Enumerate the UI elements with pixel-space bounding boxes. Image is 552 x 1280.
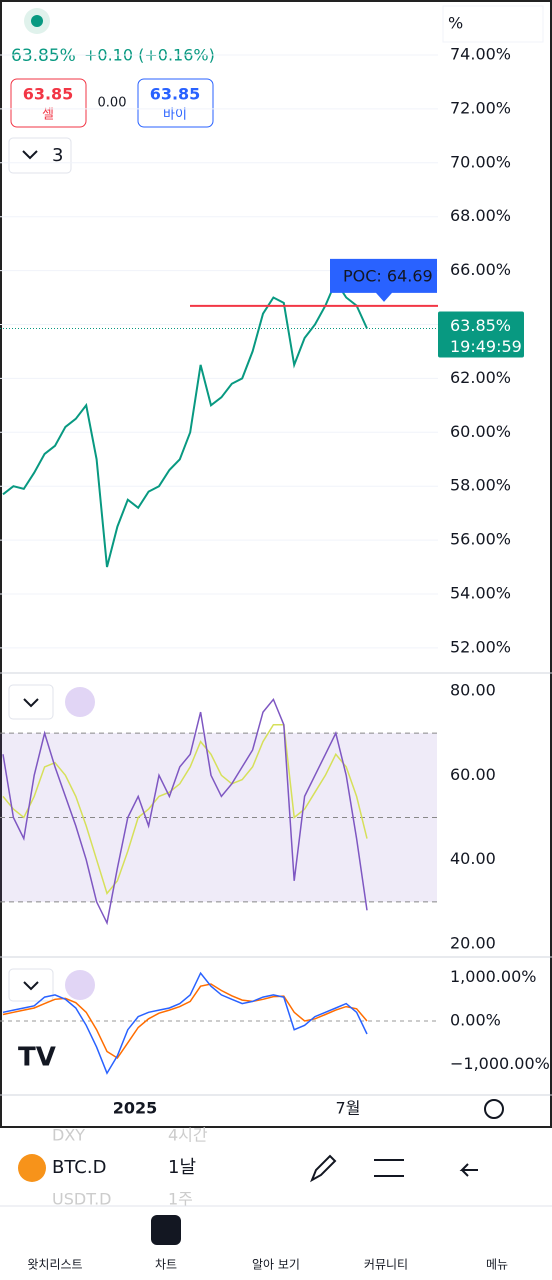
header-price: 63.85% [11,46,76,66]
nav-label[interactable]: 알아 보기 [252,1258,300,1272]
indicator-count: 3 [52,145,63,166]
y-tick-label: 58.00% [450,476,511,495]
indicator-toggle[interactable] [8,137,72,174]
y-tick-label: 70.00% [450,152,511,171]
y-tick-label: 74.00% [450,45,511,64]
sell-price: 63.85 [23,85,74,104]
macd-toggle[interactable] [8,968,54,1002]
price-line [2,279,368,568]
scale-button[interactable] [442,5,544,43]
macd-tick-label: 0.00% [450,1011,501,1030]
nav-label[interactable]: 왓치리스트 [27,1258,82,1272]
nav-label[interactable]: 커뮤니티 [364,1258,408,1272]
settings-sliders[interactable] [374,1159,404,1177]
logo: TV [18,1043,56,1073]
y-tick-label: 54.00% [450,584,511,603]
buy-button[interactable] [137,78,214,128]
next-symbol: USDT.D [52,1190,111,1209]
prev-interval: 4시간 [168,1126,208,1145]
rsi-tick-label: 80.00 [450,681,496,700]
current-price-box [438,311,524,358]
spread: 0.00 [98,96,127,111]
y-tick-label: 68.00% [450,206,511,225]
next-interval: 1주 [168,1190,193,1209]
nav-label[interactable]: 메뉴 [486,1258,508,1272]
y-tick-label: 60.00% [450,422,511,441]
chevron [22,150,38,160]
sell-label: 셀 [42,108,54,123]
macd-tick-label: 1,000.00% [450,967,536,986]
rsi-signal [2,723,368,895]
y-tick-label: 52.00% [450,637,511,656]
rsi-toggle[interactable] [8,684,54,720]
sell-button[interactable] [10,78,87,128]
status-dot [31,15,43,27]
settings-icon[interactable] [484,1099,504,1119]
chart-icon[interactable] [151,1215,181,1245]
rsi-line [2,697,368,926]
buy-label: 바이 [163,108,187,123]
undo-icon[interactable] [459,1163,478,1177]
scale-mode: % [448,14,463,33]
nav-label[interactable]: 차트 [155,1258,177,1272]
y-tick-label: 62.00% [450,368,511,387]
rsi-tick-label: 40.00 [450,849,496,868]
chevron [23,698,39,708]
y-tick-label: 56.00% [450,530,511,549]
rsi-refresh[interactable] [65,687,95,717]
poc-label: POC: 64.69 [343,266,433,285]
macd-tick-label: −1,000.00% [450,1054,550,1073]
countdown: 19:49:59 [450,337,522,356]
macd-refresh[interactable] [65,970,95,1000]
coin-icon [18,1154,46,1182]
symbol[interactable]: BTC.D [52,1157,106,1178]
y-tick-label: 72.00% [450,98,511,117]
chart-frame [0,0,552,1128]
prev-symbol: DXY [52,1126,85,1145]
chevron [23,981,39,991]
buy-price: 63.85 [150,85,201,104]
time-label: 7월 [336,1099,361,1118]
y-tick-label: 66.00% [450,260,511,279]
poc-box [330,258,437,302]
rsi-tick-label: 60.00 [450,765,496,784]
time-label: 2025 [113,1099,158,1118]
current-price-label: 63.85% [450,316,511,335]
draw-icon[interactable] [310,1154,337,1183]
macd-line [2,971,368,1075]
interval[interactable]: 1날 [168,1157,196,1178]
rsi-tick-label: 20.00 [450,934,496,953]
